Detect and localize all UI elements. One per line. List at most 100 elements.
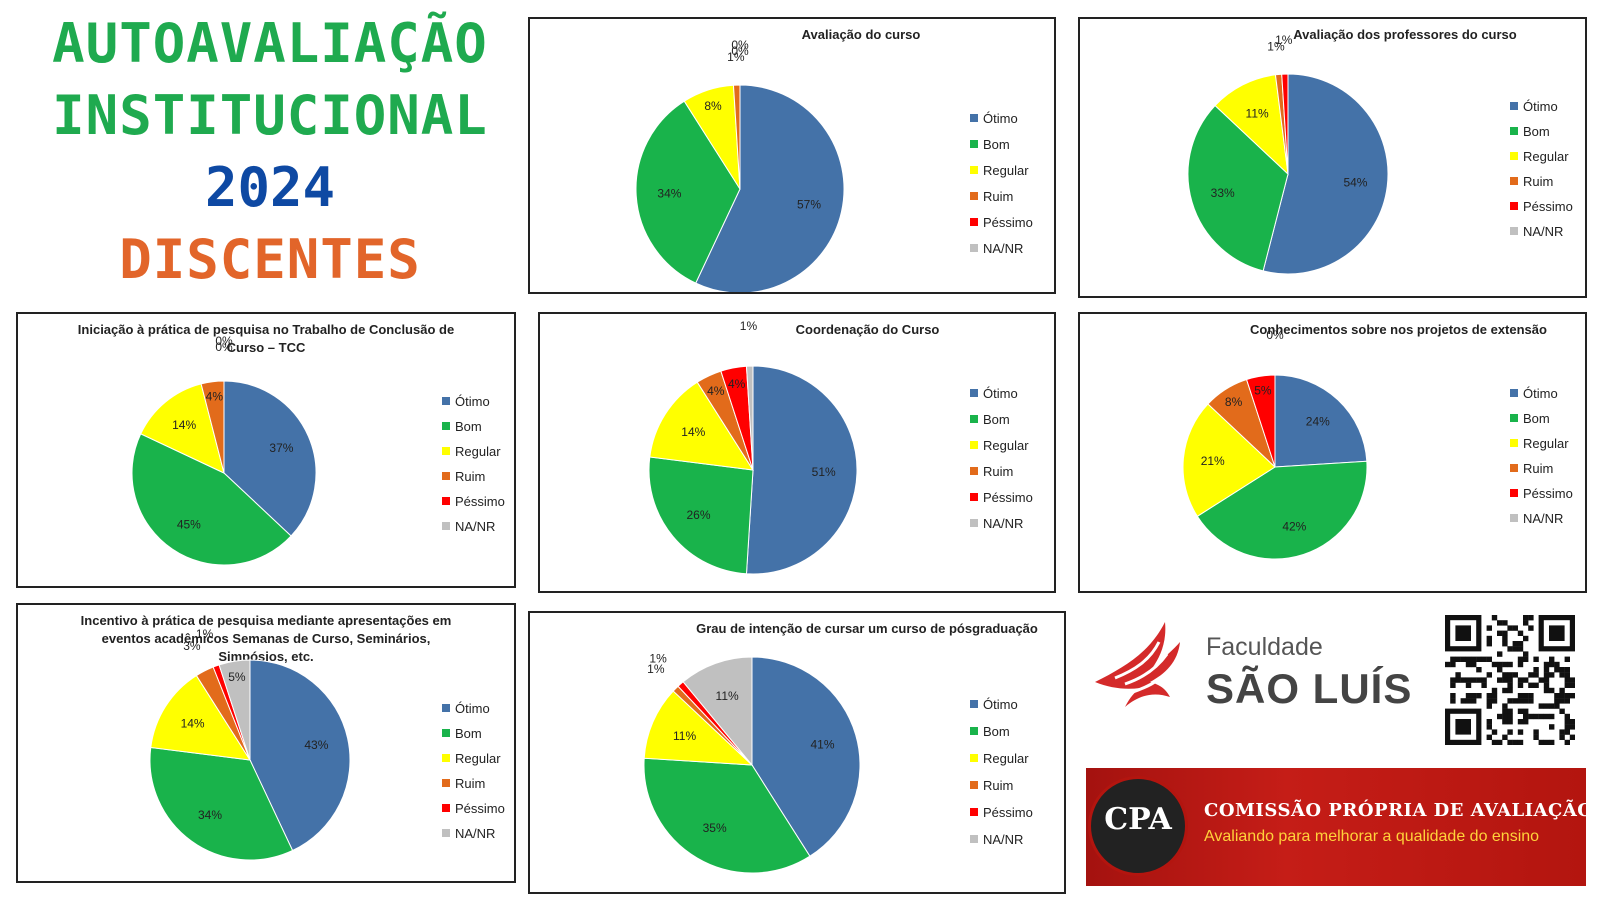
legend-label-regular: Regular	[983, 751, 1029, 766]
chart-title-line: Iniciação à prática de pesquisa no Traba…	[78, 322, 454, 337]
legend-swatch-regular	[970, 441, 978, 449]
legend-label-na: NA/NR	[983, 241, 1023, 256]
chart-panel-coordenacao-curso: Coordenação do Curso 51% 26% 14% 4% 4% 1% Ótimo…	[538, 312, 1056, 593]
legend-label-regular: Regular	[455, 444, 501, 459]
legend-label-ruim: Ruim	[1523, 461, 1553, 476]
pie-slice-na	[745, 365, 754, 471]
pie-value-label: 1%	[196, 627, 214, 641]
legend-label-bom: Bom	[1523, 124, 1550, 139]
legend-label-na: NA/NR	[983, 516, 1023, 531]
pie-value-label: 26%	[686, 508, 710, 522]
chart-title-line: Incentivo à prática de pesquisa mediante…	[81, 613, 452, 628]
chart-panel-projetos-extensao: Conhecimentos sobre nos projetos de exte…	[1078, 312, 1587, 593]
legend-swatch-bom	[1510, 414, 1518, 422]
pie-value-label: 1%	[740, 319, 758, 333]
legend-swatch-na	[970, 244, 978, 252]
legend-swatch-pessimo	[1510, 489, 1518, 497]
pie-value-label: 11%	[673, 729, 696, 743]
legend-label-pessimo: Péssimo	[983, 490, 1033, 505]
legend-swatch-bom	[970, 140, 978, 148]
legend-label-pessimo: Péssimo	[455, 494, 505, 509]
pie-slice-regular	[150, 674, 251, 761]
legend-label-otimo: Ótimo	[1523, 99, 1558, 114]
legend-label-pessimo: Péssimo	[983, 805, 1033, 820]
pie-slice-otimo	[745, 365, 858, 575]
legend-swatch-ruim	[1510, 464, 1518, 472]
pie-value-label: 41%	[811, 738, 835, 752]
pie-slice-otimo	[1274, 374, 1368, 468]
chart-title-line: Avaliação do curso	[802, 27, 921, 42]
pie-value-label: 42%	[1282, 519, 1306, 533]
pie-value-label: 14%	[181, 717, 205, 731]
chart-title-line: Grau de intenção de cursar um curso de p…	[696, 621, 1038, 636]
legend-label-bom: Bom	[455, 419, 482, 434]
legend-label-na: NA/NR	[1523, 511, 1563, 526]
pie-value-label: 3%	[183, 639, 201, 653]
chart-title-line: Avaliação dos professores do curso	[1293, 27, 1517, 42]
legend-swatch-regular	[970, 166, 978, 174]
pie-value-label: 0%	[731, 44, 749, 58]
heading-line-1: AUTOAVALIAÇÃO	[52, 12, 488, 75]
legend-swatch-na	[442, 829, 450, 837]
legend-label-na: NA/NR	[983, 832, 1023, 847]
legend-swatch-bom	[1510, 127, 1518, 135]
pie-value-label: 8%	[1225, 395, 1243, 409]
pie-slice-regular	[649, 381, 754, 471]
pie-slice-bom	[648, 456, 754, 575]
legend-label-otimo: Ótimo	[455, 701, 490, 716]
legend-swatch-pessimo	[442, 804, 450, 812]
pie-value-label: 33%	[1211, 186, 1235, 200]
legend-swatch-otimo	[970, 114, 978, 122]
pie-slice-otimo	[249, 659, 351, 852]
pie-slice-ruim	[200, 380, 225, 474]
legend-swatch-pessimo	[970, 218, 978, 226]
chart-title-line: Conhecimentos sobre nos projetos de exte…	[1250, 322, 1547, 337]
legend-swatch-na	[1510, 514, 1518, 522]
legend-swatch-pessimo	[970, 808, 978, 816]
legend-label-ruim: Ruim	[983, 778, 1013, 793]
pie-slice-bom	[635, 100, 741, 284]
legend-label-na: NA/NR	[1523, 224, 1563, 239]
logo-text-faculdade: Faculdade	[1206, 633, 1323, 661]
chart-title-line: Curso – TCC	[227, 340, 306, 355]
pie-slice-pessimo	[1281, 73, 1289, 175]
faculdade-eagle-logo-icon	[1095, 622, 1180, 707]
pie-slice-bom	[131, 433, 292, 566]
pie-chart: Conhecimentos sobre nos projetos de exte…	[1182, 322, 1573, 560]
pie-value-label: 24%	[1306, 414, 1330, 428]
pie-slice-na	[218, 659, 251, 761]
legend-label-otimo: Ótimo	[983, 111, 1018, 126]
cpa-tagline: Avaliando para melhorar a qualidade do e…	[1204, 828, 1540, 845]
legend-label-otimo: Ótimo	[1523, 386, 1558, 401]
legend-label-ruim: Ruim	[983, 189, 1013, 204]
legend-swatch-bom	[442, 729, 450, 737]
legend-swatch-otimo	[1510, 389, 1518, 397]
legend-swatch-otimo	[442, 397, 450, 405]
pie-slice-regular	[1182, 403, 1276, 517]
pie-value-label: 0%	[731, 38, 749, 52]
legend-swatch-regular	[1510, 152, 1518, 160]
pie-value-label: 0%	[215, 340, 233, 354]
pie-value-label: 57%	[797, 197, 821, 211]
pie-slice-regular	[140, 383, 225, 474]
legend-label-pessimo: Péssimo	[1523, 199, 1573, 214]
pie-value-label: 5%	[1254, 384, 1272, 398]
cpa-acronym: CPA	[1104, 802, 1172, 837]
pie-value-label: 8%	[704, 99, 722, 113]
pie-value-label: 4%	[206, 389, 224, 403]
legend-label-regular: Regular	[1523, 436, 1569, 451]
legend-swatch-otimo	[970, 389, 978, 397]
pie-value-label: 4%	[728, 377, 746, 391]
legend-swatch-na	[1510, 227, 1518, 235]
pie-value-label: 34%	[657, 186, 681, 200]
pie-value-label: 54%	[1343, 176, 1367, 190]
legend-swatch-ruim	[1510, 177, 1518, 185]
legend-label-na: NA/NR	[455, 519, 495, 534]
legend-label-ruim: Ruim	[455, 776, 485, 791]
legend-swatch-na	[442, 522, 450, 530]
legend-swatch-ruim	[970, 467, 978, 475]
pie-chart: Iniciação à prática de pesquisa no Traba…	[78, 322, 505, 566]
qr-code-icon	[1445, 615, 1575, 745]
pie-slice-bom	[149, 746, 294, 861]
legend-label-regular: Regular	[455, 751, 501, 766]
